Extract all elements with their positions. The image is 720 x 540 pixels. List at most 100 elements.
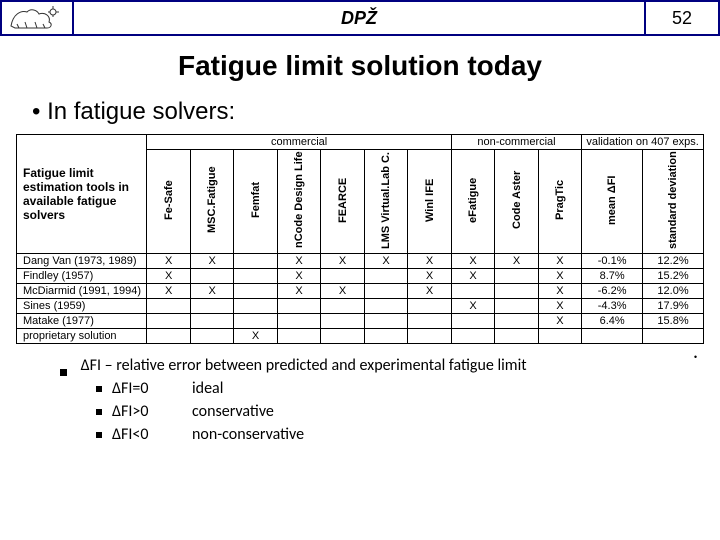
cell: [234, 314, 277, 329]
col-tool: Femfat: [234, 150, 277, 254]
main-bullet: • In fatigue solvers:: [0, 92, 720, 134]
group-noncommercial: non-commercial: [451, 135, 581, 150]
cell: [147, 314, 190, 329]
cell: [582, 329, 643, 344]
cell: X: [538, 254, 581, 269]
col-tool: Winl IFE: [408, 150, 452, 254]
cell: [364, 269, 407, 284]
header-title: DPŽ: [74, 2, 646, 34]
cell: X: [451, 254, 494, 269]
main-bullet-text: In fatigue solvers:: [47, 98, 235, 125]
row-label: McDiarmid (1991, 1994): [17, 284, 147, 299]
cell: X: [147, 284, 190, 299]
cell: X: [321, 254, 364, 269]
cell: [451, 284, 494, 299]
col-tool: MSC.Fatigue: [190, 150, 233, 254]
cell: [364, 314, 407, 329]
cell: -6.2%: [582, 284, 643, 299]
col-tool: Fe-Safe: [147, 150, 190, 254]
note-sub-key: ΔFI=0: [112, 379, 192, 398]
note-sub: ΔFI<0non-conservative: [60, 423, 720, 446]
note-sub-val: non-conservative: [192, 425, 304, 444]
cell: [190, 299, 233, 314]
cell: X: [147, 254, 190, 269]
cell: X: [451, 299, 494, 314]
note-subs: ΔFI=0idealΔFI>0conservativeΔFI<0non-cons…: [60, 377, 720, 446]
cell: [408, 314, 452, 329]
cell: X: [277, 284, 320, 299]
bullet-square-icon: [60, 369, 67, 376]
slide-title: Fatigue limit solution today: [0, 36, 720, 92]
cell: [321, 299, 364, 314]
header-page-number: 52: [646, 2, 718, 34]
cell: X: [364, 254, 407, 269]
table-row: Dang Van (1973, 1989)XXXXXXXXX-0.1%12.2%: [17, 254, 704, 269]
note-sub-val: conservative: [192, 402, 274, 421]
col-val: standard deviation of ΔFI: [643, 150, 704, 254]
cell: [495, 269, 538, 284]
group-commercial: commercial: [147, 135, 451, 150]
bullet-square-icon: [96, 386, 102, 392]
cell: X: [538, 269, 581, 284]
cell: [190, 269, 233, 284]
cell: [147, 299, 190, 314]
cell: 6.4%: [582, 314, 643, 329]
cell: X: [190, 284, 233, 299]
col-tool: LMS Virtual.Lab C. Durability: [364, 150, 407, 254]
table-group-row: Fatigue limit estimation tools in availa…: [17, 135, 704, 150]
note-sub: ΔFI>0conservative: [60, 400, 720, 423]
row-label: Matake (1977): [17, 314, 147, 329]
cell: 15.2%: [643, 269, 704, 284]
note-sub: ΔFI=0ideal: [60, 377, 720, 400]
solver-table-wrap: Fatigue limit estimation tools in availa…: [0, 134, 720, 344]
row-label: Findley (1957): [17, 269, 147, 284]
note-sub-key: ΔFI<0: [112, 425, 192, 444]
cell: X: [538, 284, 581, 299]
cell: [234, 284, 277, 299]
cell: [321, 269, 364, 284]
stray-dot: .: [693, 340, 698, 364]
bullet-square-icon: [96, 409, 102, 415]
cell: [451, 329, 494, 344]
header-logo: [2, 2, 74, 34]
cell: [277, 314, 320, 329]
col-val: mean ΔFI: [582, 150, 643, 254]
cell: X: [451, 269, 494, 284]
table-row: Sines (1959)XX-4.3%17.9%: [17, 299, 704, 314]
col-tool: nCode Design Life: [277, 150, 320, 254]
table-row-header: Fatigue limit estimation tools in availa…: [17, 135, 147, 254]
cell: [321, 314, 364, 329]
table-row: McDiarmid (1991, 1994)XXXXXX-6.2%12.0%: [17, 284, 704, 299]
col-tool: FEARCE: [321, 150, 364, 254]
col-tool: Code Aster: [495, 150, 538, 254]
cell: X: [277, 269, 320, 284]
cell: [364, 329, 407, 344]
cell: [495, 299, 538, 314]
cell: [408, 299, 452, 314]
notes-block: . ΔFI – relative error between predicted…: [0, 344, 720, 446]
cell: [451, 314, 494, 329]
cell: X: [408, 269, 452, 284]
row-label: Sines (1959): [17, 299, 147, 314]
cell: [234, 269, 277, 284]
cell: [190, 329, 233, 344]
note-main-text: ΔFI – relative error between predicted a…: [81, 356, 527, 375]
cell: X: [147, 269, 190, 284]
cell: [147, 329, 190, 344]
row-label: Dang Van (1973, 1989): [17, 254, 147, 269]
table-row: Findley (1957)XXXXX8.7%15.2%: [17, 269, 704, 284]
note-main: ΔFI – relative error between predicted a…: [60, 354, 720, 377]
cell: -4.3%: [582, 299, 643, 314]
row-label: proprietary solution: [17, 329, 147, 344]
note-sub-key: ΔFI>0: [112, 402, 192, 421]
cell: [364, 299, 407, 314]
cell: X: [538, 299, 581, 314]
cell: [190, 314, 233, 329]
table-row: Matake (1977)X6.4%15.8%: [17, 314, 704, 329]
cell: 12.0%: [643, 284, 704, 299]
cell: [321, 329, 364, 344]
col-tool: PragTic: [538, 150, 581, 254]
cell: X: [277, 254, 320, 269]
cell: 17.9%: [643, 299, 704, 314]
table-row: proprietary solutionX: [17, 329, 704, 344]
